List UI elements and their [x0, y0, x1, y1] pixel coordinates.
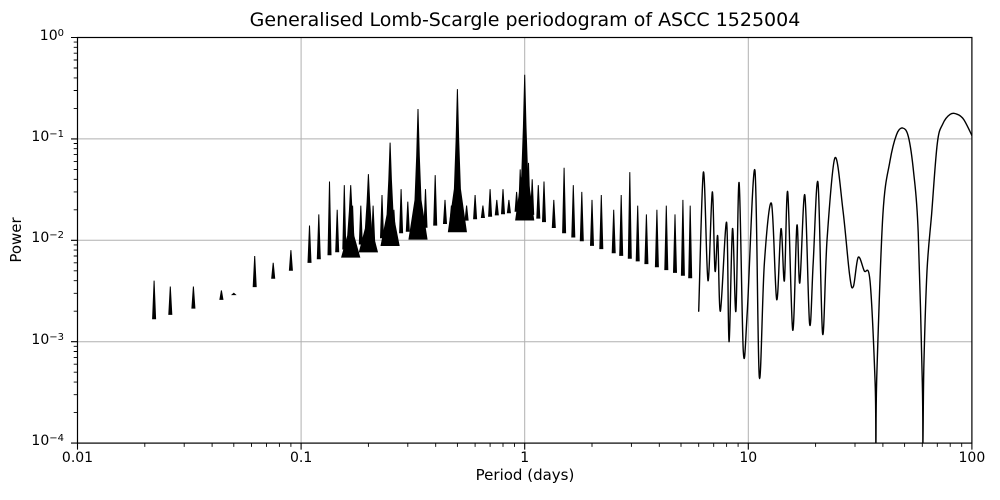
chart-title: Generalised Lomb-Scargle periodogram of … — [249, 9, 801, 31]
axes-spines — [76, 36, 973, 444]
long-period-curve — [698, 112, 972, 444]
x-tick-label: 1 — [520, 450, 530, 466]
x-tick-label: 10 — [739, 450, 758, 466]
alias-peaks — [341, 74, 535, 258]
y-tick-label: 10−3 — [31, 331, 64, 348]
x-axis-label: Period (days) — [475, 466, 575, 484]
y-tick-label: 10−4 — [31, 433, 64, 450]
y-tick-label: 100 — [39, 27, 64, 44]
y-tick-label: 10−2 — [31, 230, 64, 247]
spike-peaks — [152, 162, 693, 320]
minor-ticks — [73, 41, 963, 447]
y-tick-label: 10−1 — [31, 128, 64, 145]
x-tick-label: 100 — [958, 450, 986, 466]
x-tick-label: 0.01 — [61, 450, 94, 466]
major-ticks — [71, 36, 973, 450]
x-tick-label: 0.1 — [289, 450, 313, 466]
